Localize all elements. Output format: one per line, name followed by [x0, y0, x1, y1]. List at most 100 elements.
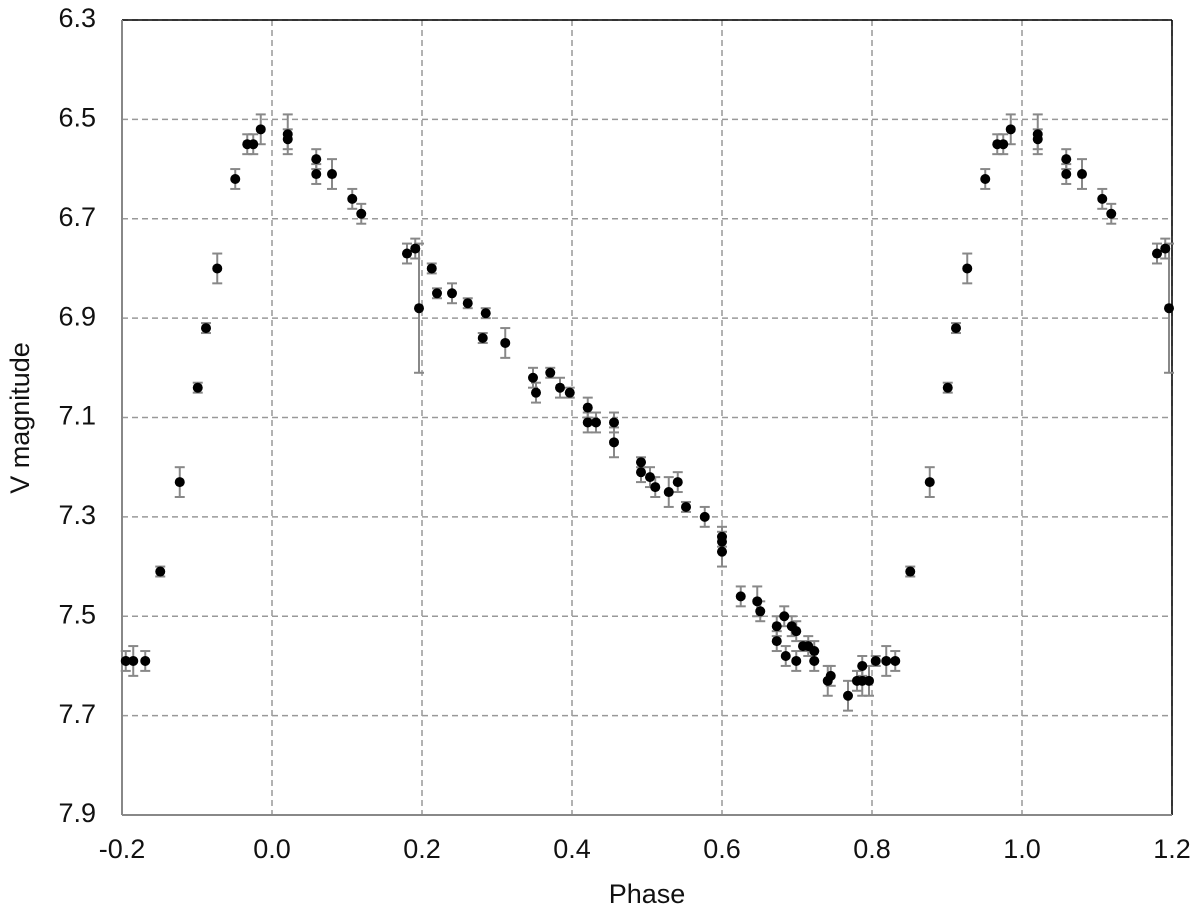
point: [1032, 134, 1043, 145]
point: [1106, 208, 1117, 219]
point: [699, 511, 710, 522]
point: [717, 546, 727, 557]
point: [609, 437, 619, 448]
point: [356, 208, 367, 219]
point: [735, 591, 746, 602]
point: [1061, 154, 1072, 165]
x-tick-label: 0.8: [853, 834, 891, 864]
point: [636, 467, 646, 478]
point: [998, 139, 1009, 150]
point: [480, 308, 491, 319]
point: [500, 337, 511, 348]
point: [791, 655, 802, 666]
point: [825, 670, 836, 681]
point: [192, 382, 203, 393]
point: [942, 382, 953, 393]
point: [230, 174, 241, 184]
point: [1077, 169, 1087, 180]
point: [1005, 124, 1016, 135]
point: [282, 134, 293, 145]
point: [780, 651, 791, 661]
point: [870, 655, 881, 666]
point: [255, 124, 266, 135]
point: [174, 477, 185, 488]
point: [717, 536, 727, 547]
point: [645, 472, 655, 483]
point: [609, 417, 619, 428]
point: [582, 417, 593, 428]
point: [248, 139, 259, 150]
x-tick-label: 1.2: [1153, 834, 1191, 864]
point: [752, 596, 763, 607]
point: [890, 655, 901, 666]
point: [402, 248, 412, 259]
y-tick-label: 6.7: [58, 202, 96, 232]
point: [771, 636, 782, 647]
point: [857, 660, 868, 671]
point: [1164, 303, 1174, 314]
point: [120, 655, 131, 666]
point: [155, 566, 166, 577]
point: [582, 402, 593, 413]
point: [905, 566, 916, 577]
point: [962, 263, 973, 274]
point: [432, 288, 442, 299]
point: [201, 323, 211, 334]
point: [564, 387, 575, 398]
y-tick-label: 7.7: [58, 699, 96, 729]
point: [212, 263, 223, 274]
y-axis-title: V magnitude: [5, 342, 35, 494]
point: [809, 646, 820, 657]
y-tick-label: 6.5: [58, 103, 96, 133]
y-tick-label: 7.9: [58, 798, 96, 828]
point: [410, 243, 421, 254]
point: [327, 169, 337, 180]
x-tick-label: 0.4: [553, 834, 591, 864]
point: [462, 298, 473, 309]
point: [555, 382, 565, 393]
point: [791, 626, 802, 637]
point: [545, 367, 556, 378]
point: [311, 154, 322, 165]
y-tick-label: 7.5: [58, 599, 96, 629]
x-tick-label: 0.6: [703, 834, 741, 864]
point: [881, 655, 892, 666]
point: [1160, 243, 1171, 254]
point: [591, 417, 601, 428]
point: [771, 621, 782, 632]
point: [843, 690, 853, 701]
point: [414, 303, 424, 314]
point: [636, 457, 646, 468]
point: [426, 263, 437, 274]
point: [347, 193, 358, 204]
y-tick-label: 6.9: [58, 301, 96, 331]
point: [1152, 248, 1162, 259]
point: [528, 372, 538, 383]
point: [128, 655, 139, 666]
x-tick-label: -0.2: [99, 834, 146, 864]
point: [140, 655, 151, 666]
y-tick-label: 6.3: [58, 3, 96, 33]
x-tick-label: 0.2: [403, 834, 441, 864]
point: [1061, 169, 1072, 180]
point: [755, 606, 766, 617]
point: [864, 675, 874, 686]
point: [951, 323, 961, 334]
point: [779, 611, 790, 622]
point: [672, 477, 683, 488]
x-axis-title: Phase: [609, 879, 686, 909]
x-tick-label: 0.0: [253, 834, 291, 864]
point: [447, 288, 457, 299]
point: [809, 655, 820, 666]
point: [980, 174, 991, 184]
point: [650, 482, 661, 493]
point: [311, 169, 322, 180]
point: [477, 333, 488, 343]
point: [1097, 193, 1108, 204]
point: [663, 487, 674, 498]
point: [681, 501, 691, 512]
y-tick-label: 7.3: [58, 500, 96, 530]
y-tick-label: 7.1: [58, 401, 96, 431]
